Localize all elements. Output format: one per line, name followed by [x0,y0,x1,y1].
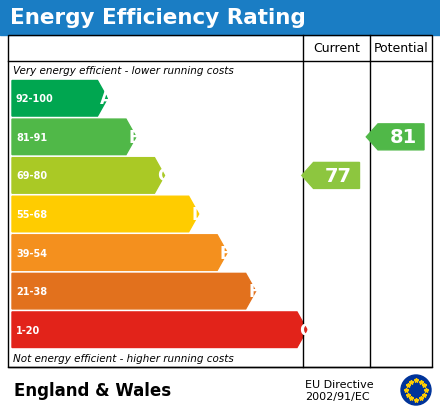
Polygon shape [12,274,256,309]
Text: Potential: Potential [374,43,429,55]
Text: B: B [128,128,141,147]
Polygon shape [12,81,107,117]
Text: 2002/91/EC: 2002/91/EC [305,391,370,401]
Text: Very energy efficient - lower running costs: Very energy efficient - lower running co… [13,66,234,76]
Text: Current: Current [313,43,360,55]
Polygon shape [12,120,136,155]
Text: 81: 81 [389,128,417,147]
Circle shape [401,375,431,405]
Polygon shape [12,158,165,194]
Text: Not energy efficient - higher running costs: Not energy efficient - higher running co… [13,353,234,363]
Text: E: E [220,244,231,262]
Polygon shape [12,235,227,271]
Text: A: A [100,90,113,108]
Text: 55-68: 55-68 [16,209,47,219]
Bar [8,36,432,367]
Polygon shape [12,312,307,348]
Text: 69-80: 69-80 [16,171,47,181]
Text: 21-38: 21-38 [16,287,47,297]
Text: D: D [191,206,205,223]
Text: 39-54: 39-54 [16,248,47,258]
Text: F: F [248,282,260,300]
Text: G: G [300,321,313,339]
Text: C: C [157,167,169,185]
Text: 81-91: 81-91 [16,133,47,142]
Text: England & Wales: England & Wales [14,381,171,399]
Text: 92-100: 92-100 [16,94,54,104]
Bar [0,0,440,36]
Polygon shape [366,125,424,150]
Text: EU Directive: EU Directive [305,379,374,389]
Text: Energy Efficiency Rating: Energy Efficiency Rating [10,8,306,28]
Polygon shape [12,197,199,232]
Text: 77: 77 [325,166,352,185]
Bar [0,367,440,413]
Polygon shape [302,163,359,189]
Text: 1-20: 1-20 [16,325,40,335]
